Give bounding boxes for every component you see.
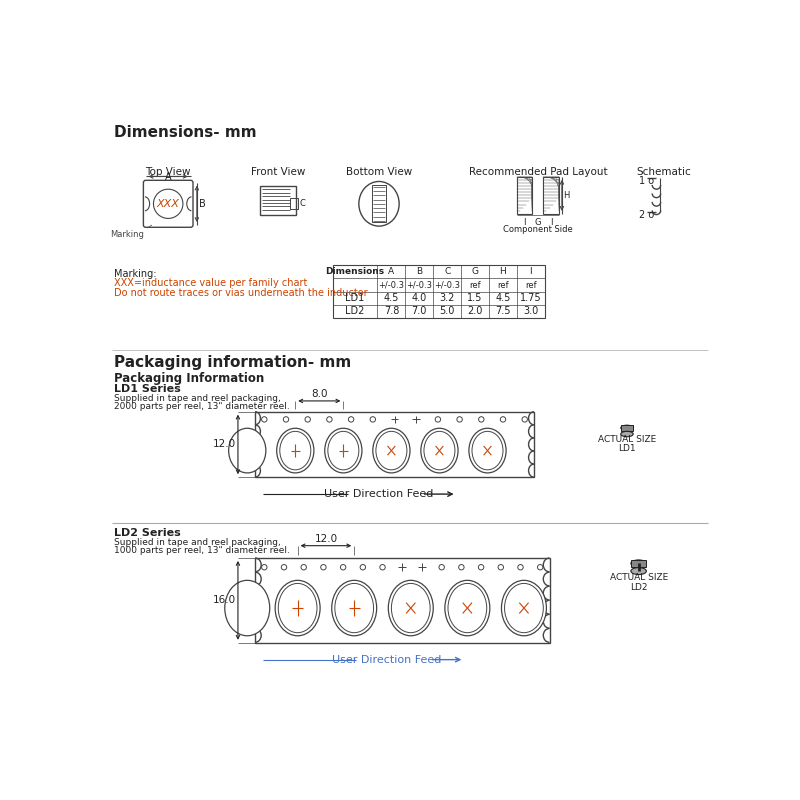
Text: XXX=inductance value per family chart: XXX=inductance value per family chart: [114, 278, 307, 289]
Ellipse shape: [225, 580, 270, 636]
Text: 2.0: 2.0: [467, 306, 482, 316]
Text: XXX: XXX: [157, 198, 180, 209]
Text: H: H: [500, 267, 506, 277]
Text: A: A: [165, 172, 171, 182]
Text: Top View: Top View: [146, 167, 191, 177]
Text: G: G: [534, 218, 541, 226]
Text: 4.5: 4.5: [384, 293, 399, 303]
Text: 12.0: 12.0: [213, 439, 236, 450]
Text: Bottom View: Bottom View: [346, 167, 412, 177]
Bar: [333, 266, 545, 318]
Text: 1.75: 1.75: [520, 293, 542, 303]
Text: Front View: Front View: [251, 167, 306, 177]
Text: I: I: [550, 218, 552, 226]
Text: Component Side: Component Side: [503, 225, 573, 234]
Ellipse shape: [469, 428, 506, 473]
Text: Supplied in tape and reel packaging,: Supplied in tape and reel packaging,: [114, 394, 281, 403]
Ellipse shape: [388, 580, 434, 636]
Text: 1 o: 1 o: [639, 176, 654, 186]
Text: 3.0: 3.0: [523, 306, 538, 316]
Bar: [631, 559, 646, 567]
Ellipse shape: [373, 428, 410, 473]
Text: Do not route traces or vias underneath the inductor: Do not route traces or vias underneath t…: [114, 288, 367, 298]
Text: 4.5: 4.5: [495, 293, 510, 303]
Text: B: B: [199, 198, 206, 209]
Text: 4.0: 4.0: [412, 293, 427, 303]
Bar: [372, 186, 386, 222]
Text: Marking: Marking: [110, 230, 144, 238]
Bar: [255, 558, 550, 642]
Bar: [621, 425, 634, 431]
Text: Marking:: Marking:: [114, 270, 157, 279]
Text: LD1: LD1: [346, 293, 365, 303]
Ellipse shape: [631, 560, 646, 567]
Text: +/-0.3: +/-0.3: [378, 281, 405, 290]
Text: 7.5: 7.5: [495, 306, 510, 316]
Ellipse shape: [621, 431, 634, 437]
Text: 2000 parts per reel, 13" diameter reel.: 2000 parts per reel, 13" diameter reel.: [114, 402, 290, 410]
Bar: [261, 186, 296, 215]
Ellipse shape: [421, 428, 458, 473]
Text: Packaging information- mm: Packaging information- mm: [114, 354, 351, 370]
Ellipse shape: [277, 428, 314, 473]
Text: G: G: [472, 267, 478, 277]
Ellipse shape: [502, 580, 546, 636]
Text: User Direction Feed: User Direction Feed: [332, 654, 442, 665]
Text: LD2 Series: LD2 Series: [114, 528, 181, 538]
Text: 12.0: 12.0: [314, 534, 338, 544]
Text: Packaging Information: Packaging Information: [114, 372, 264, 385]
Ellipse shape: [325, 428, 362, 473]
Text: 16.0: 16.0: [213, 595, 236, 606]
Text: ref: ref: [497, 281, 509, 290]
Text: B: B: [416, 267, 422, 277]
Bar: [255, 412, 534, 477]
Text: LD1: LD1: [618, 444, 636, 453]
Ellipse shape: [445, 580, 490, 636]
Text: +/-0.3: +/-0.3: [434, 281, 460, 290]
Text: A: A: [388, 267, 394, 277]
Text: Schematic: Schematic: [637, 167, 691, 177]
Ellipse shape: [229, 428, 266, 473]
Text: I: I: [530, 267, 532, 277]
Text: 1000 parts per reel, 13" diameter reel.: 1000 parts per reel, 13" diameter reel.: [114, 546, 290, 554]
Bar: [290, 198, 298, 209]
Text: 2 o: 2 o: [639, 210, 654, 220]
Ellipse shape: [332, 580, 377, 636]
Bar: [543, 177, 558, 214]
Text: ACTUAL SIZE: ACTUAL SIZE: [610, 574, 668, 582]
Text: H: H: [563, 191, 570, 200]
Text: 7.0: 7.0: [412, 306, 427, 316]
Text: LD1 Series: LD1 Series: [114, 384, 181, 394]
Text: Dimensions: Dimensions: [326, 267, 385, 277]
Text: 3.2: 3.2: [439, 293, 455, 303]
Text: +/-0.3: +/-0.3: [406, 281, 432, 290]
Text: User Direction Feed: User Direction Feed: [324, 489, 434, 499]
Text: 7.8: 7.8: [384, 306, 399, 316]
Text: 5.0: 5.0: [439, 306, 455, 316]
Text: ref: ref: [525, 281, 537, 290]
Text: 1.5: 1.5: [467, 293, 482, 303]
Bar: [517, 177, 533, 214]
Text: ACTUAL SIZE: ACTUAL SIZE: [598, 435, 656, 444]
Text: I: I: [523, 218, 526, 226]
Ellipse shape: [621, 425, 634, 430]
Text: LD2: LD2: [630, 582, 647, 592]
Text: ref: ref: [470, 281, 481, 290]
Text: C: C: [444, 267, 450, 277]
Text: C: C: [299, 199, 305, 208]
Text: Recommended Pad Layout: Recommended Pad Layout: [469, 167, 607, 177]
Ellipse shape: [631, 568, 646, 574]
Text: Dimensions- mm: Dimensions- mm: [114, 126, 257, 140]
Text: Supplied in tape and reel packaging,: Supplied in tape and reel packaging,: [114, 538, 281, 547]
Text: 8.0: 8.0: [311, 390, 327, 399]
Ellipse shape: [275, 580, 320, 636]
Text: LD2: LD2: [346, 306, 365, 316]
